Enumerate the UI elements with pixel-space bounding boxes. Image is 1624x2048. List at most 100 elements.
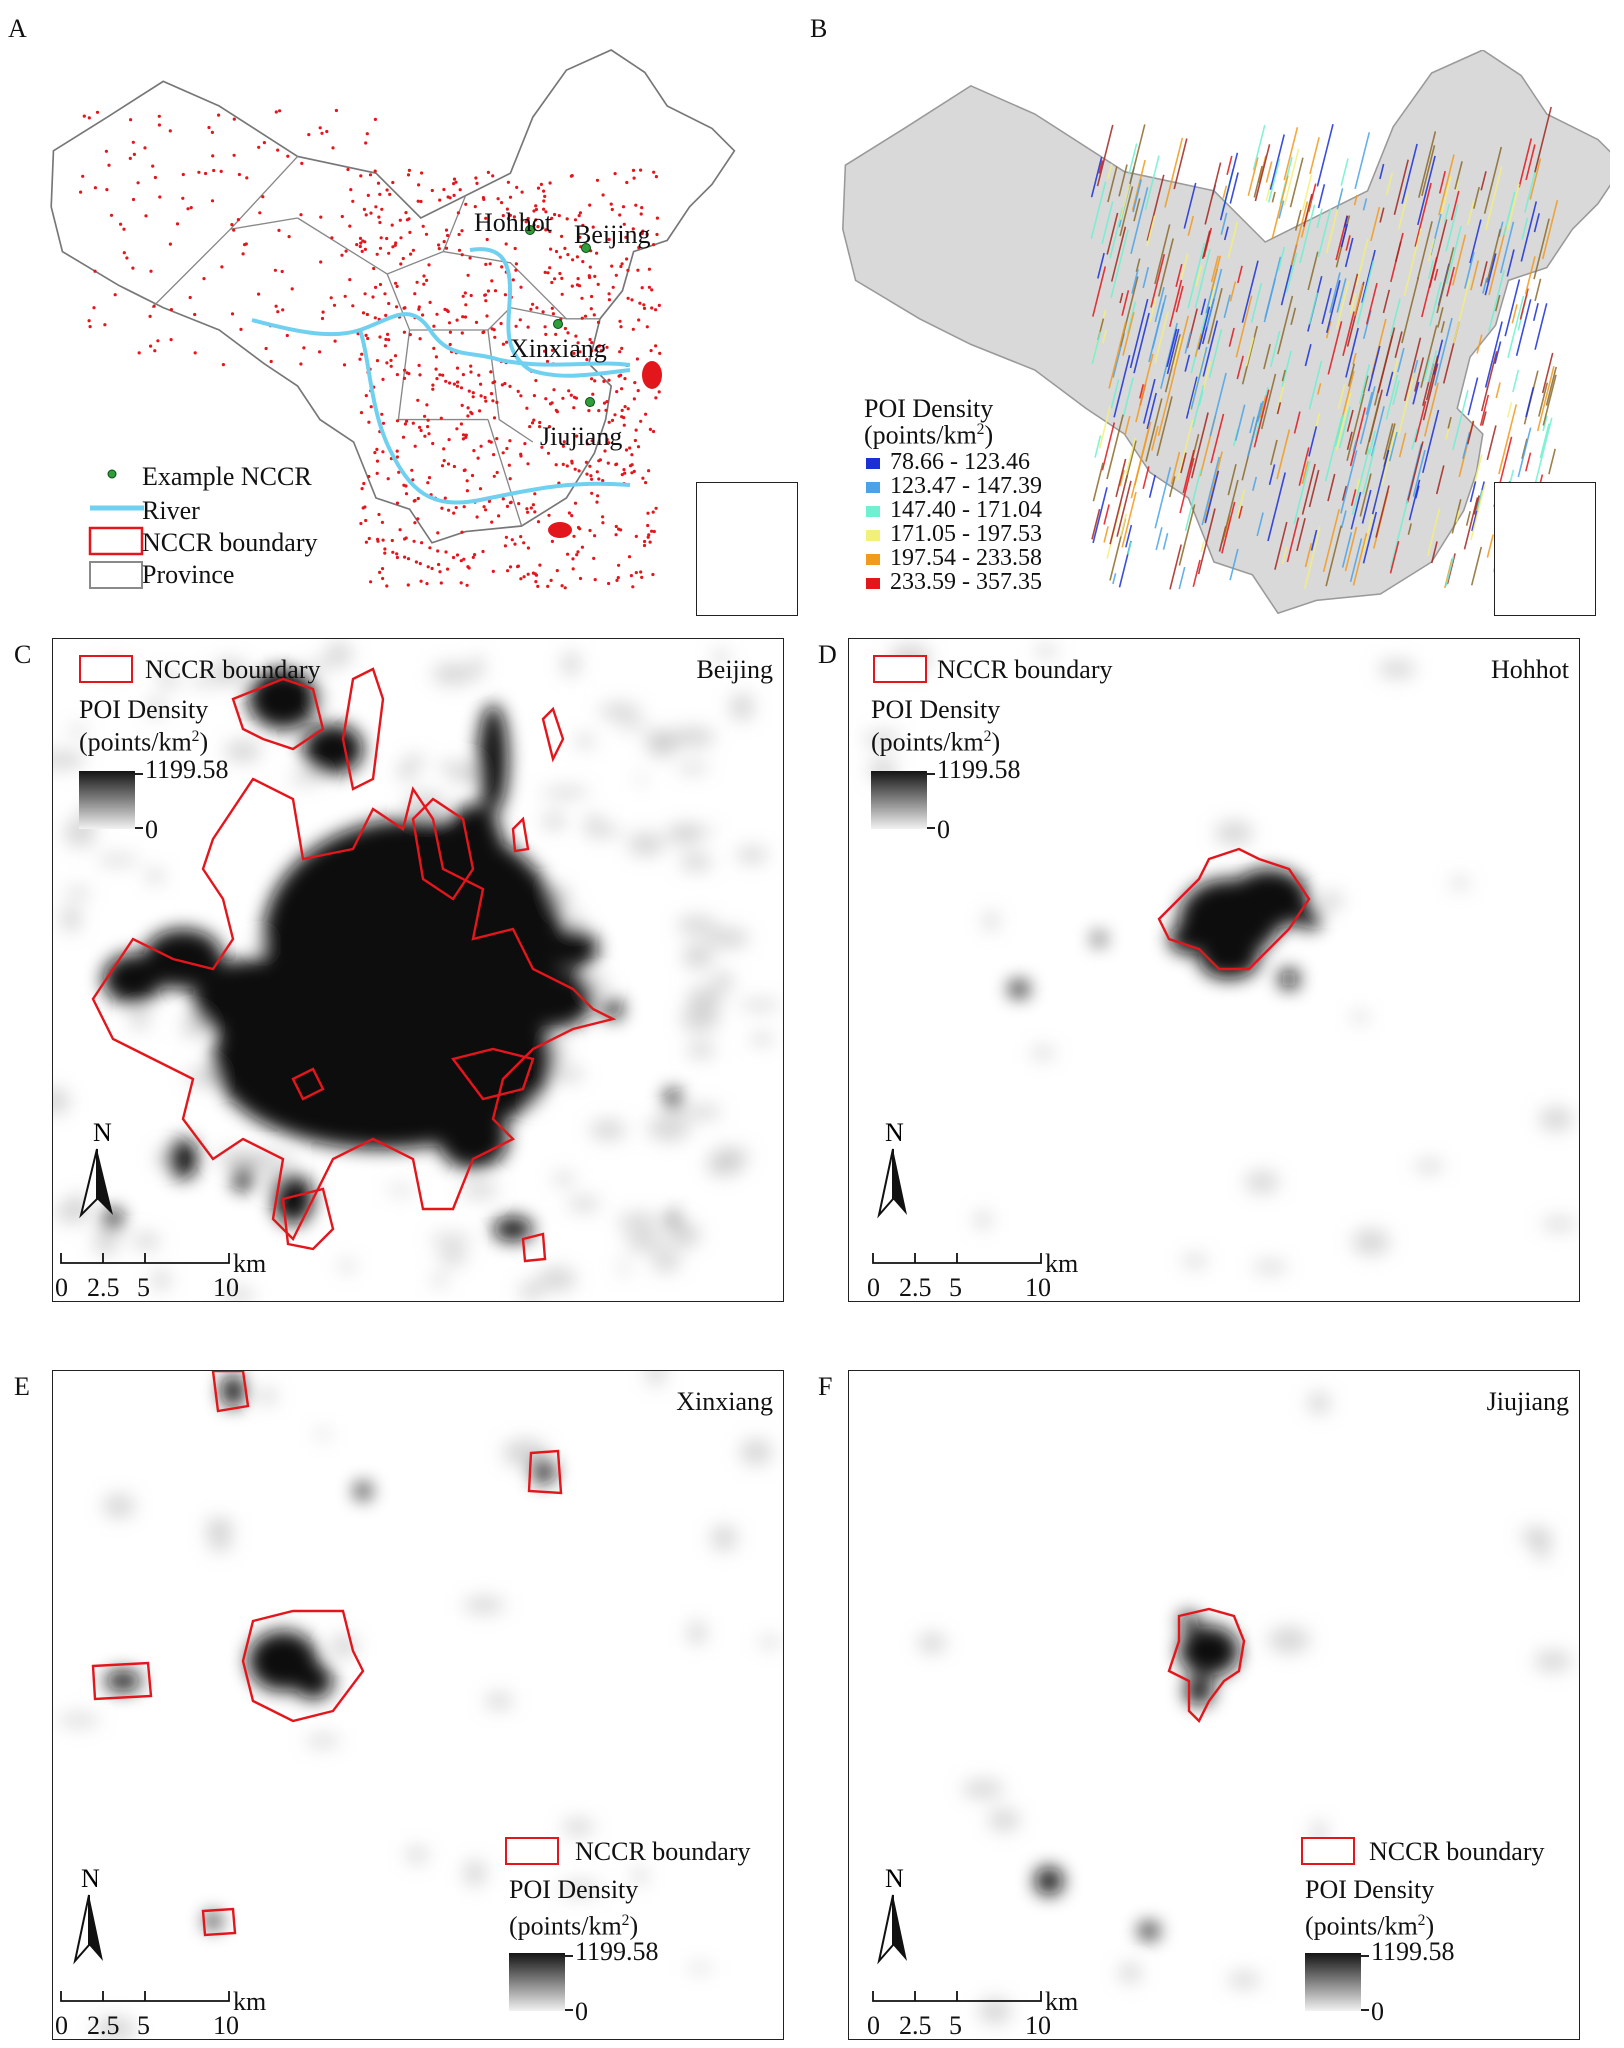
legend-b-swatch-0 xyxy=(866,458,880,469)
panel-e-xinxiang: Xinxiang NCCR boundary POI Density (poin… xyxy=(52,1370,784,2040)
legend-f-boundary-swatch xyxy=(1301,1837,1355,1865)
scale-bar-f xyxy=(872,1991,1042,2002)
legend-f-gradient xyxy=(1305,1953,1361,2011)
legend-f-min: 0 xyxy=(1371,1997,1384,2026)
legend-a-example: Example NCCR xyxy=(142,462,312,491)
map-b-poi-density xyxy=(842,50,1610,615)
panel-c-city: Beijing xyxy=(696,655,773,684)
scale-d-unit: km xyxy=(1045,1249,1079,1278)
scale-d-3: 10 xyxy=(1025,1273,1051,1302)
legend-c-unit: (points/km2) xyxy=(79,727,209,757)
north-arrow-d: N xyxy=(877,1118,907,1219)
legend-e-min: 0 xyxy=(575,1997,588,2026)
scale-f-3: 10 xyxy=(1025,2011,1051,2040)
legend-c-gradient xyxy=(79,771,135,829)
scale-f-unit: km xyxy=(1045,1987,1079,2016)
legend-b-unit: (points/km2) xyxy=(864,420,994,450)
scale-e-2: 5 xyxy=(137,2011,150,2040)
scale-bar-c xyxy=(60,1253,230,1264)
city-label-beijing: Beijing xyxy=(574,220,651,249)
scale-c-2: 5 xyxy=(137,1273,150,1302)
legend-b-swatch-1 xyxy=(866,482,880,493)
inset-south-china-sea-b xyxy=(1494,482,1596,616)
panel-label-a: A xyxy=(8,14,27,43)
legend-b-swatch-4 xyxy=(866,554,880,565)
legend-d-boundary-swatch xyxy=(873,655,927,683)
panel-label-e: E xyxy=(14,1372,30,1401)
legend-a-symbols xyxy=(88,469,144,589)
legend-b-range-0: 78.66 - 123.46 xyxy=(890,449,1030,475)
scale-e-0: 0 xyxy=(55,2011,68,2040)
panel-c-beijing: Beijing NCCR boundary POI Density (point… xyxy=(52,638,784,1302)
scale-f-1: 2.5 xyxy=(899,2011,932,2040)
city-label-jiujiang: Jiujiang xyxy=(540,422,623,451)
scale-c-1: 2.5 xyxy=(87,1273,120,1302)
legend-c-title: POI Density xyxy=(79,695,209,724)
scale-f-2: 5 xyxy=(949,2011,962,2040)
scale-bar-e xyxy=(60,1991,230,2002)
panel-f-city: Jiujiang xyxy=(1486,1387,1569,1416)
panel-label-d: D xyxy=(818,640,837,669)
scale-e-unit: km xyxy=(233,1987,267,2016)
legend-b-range-4: 197.54 - 233.58 xyxy=(890,545,1042,571)
legend-f-title: POI Density xyxy=(1305,1875,1435,1904)
legend-c-min: 0 xyxy=(145,815,158,844)
legend-e-boundary: NCCR boundary xyxy=(575,1837,751,1866)
scale-e-1: 2.5 xyxy=(87,2011,120,2040)
scale-c-3: 10 xyxy=(213,1273,239,1302)
legend-b-swatch-2 xyxy=(866,506,880,517)
legend-c-boundary: NCCR boundary xyxy=(145,655,321,684)
legend-d-min: 0 xyxy=(937,815,950,844)
legend-f-max: 1199.58 xyxy=(1371,1937,1455,1966)
legend-b-range-2: 147.40 - 171.04 xyxy=(890,497,1042,523)
panel-label-f: F xyxy=(818,1372,833,1401)
legend-b-title: POI Density xyxy=(864,394,994,423)
legend-f-unit: (points/km2) xyxy=(1305,1911,1435,1941)
panel-f-jiujiang: Jiujiang NCCR boundary POI Density (poin… xyxy=(848,1370,1580,2040)
scale-c-0: 0 xyxy=(55,1273,68,1302)
city-label-xinxiang: Xinxiang xyxy=(510,334,607,363)
north-arrow-c: N xyxy=(79,1118,113,1219)
legend-d-max: 1199.58 xyxy=(937,755,1021,784)
legend-b-swatch-3 xyxy=(866,530,880,541)
svg-text:N: N xyxy=(81,1864,100,1893)
panel-label-c: C xyxy=(14,640,32,669)
north-arrow-f: N xyxy=(877,1864,907,1965)
city-label-hohhot: Hohhot xyxy=(474,208,552,237)
legend-e-title: POI Density xyxy=(509,1875,639,1904)
panel-e-city: Xinxiang xyxy=(676,1387,773,1416)
svg-text:N: N xyxy=(93,1118,112,1147)
legend-d-unit: (points/km2) xyxy=(871,727,1001,757)
legend-f-boundary: NCCR boundary xyxy=(1369,1837,1545,1866)
legend-e-max: 1199.58 xyxy=(575,1937,659,1966)
legend-e-boundary-swatch xyxy=(505,1837,559,1865)
legend-b-swatch-5 xyxy=(866,578,880,589)
legend-d-boundary: NCCR boundary xyxy=(937,655,1113,684)
panel-d-city: Hohhot xyxy=(1491,655,1569,684)
legend-b-range-5: 233.59 - 357.35 xyxy=(890,569,1042,595)
svg-text:N: N xyxy=(885,1864,904,1893)
legend-b-range-3: 171.05 - 197.53 xyxy=(890,521,1042,547)
legend-a-river: River xyxy=(142,496,200,525)
scale-f-0: 0 xyxy=(867,2011,880,2040)
legend-e-gradient xyxy=(509,1953,565,2011)
scale-c-unit: km xyxy=(233,1249,267,1278)
scale-d-2: 5 xyxy=(949,1273,962,1302)
scale-bar-d xyxy=(872,1253,1042,1264)
north-arrow-e: N xyxy=(73,1864,103,1965)
inset-south-china-sea-a xyxy=(696,482,798,616)
scale-d-0: 0 xyxy=(867,1273,880,1302)
legend-d-title: POI Density xyxy=(871,695,1001,724)
scale-e-3: 10 xyxy=(213,2011,239,2040)
legend-a-boundary: NCCR boundary xyxy=(142,528,318,557)
scale-d-1: 2.5 xyxy=(899,1273,932,1302)
legend-d-gradient xyxy=(871,771,927,829)
legend-b-range-1: 123.47 - 147.39 xyxy=(890,473,1042,499)
panel-label-b: B xyxy=(810,14,828,43)
legend-c-max: 1199.58 xyxy=(145,755,229,784)
legend-a-province: Province xyxy=(142,560,235,589)
map-a-china xyxy=(50,49,736,590)
legend-c-boundary-swatch xyxy=(79,655,133,683)
svg-text:N: N xyxy=(885,1118,904,1147)
panel-d-hohhot: Hohhot NCCR boundary POI Density (points… xyxy=(848,638,1580,1302)
